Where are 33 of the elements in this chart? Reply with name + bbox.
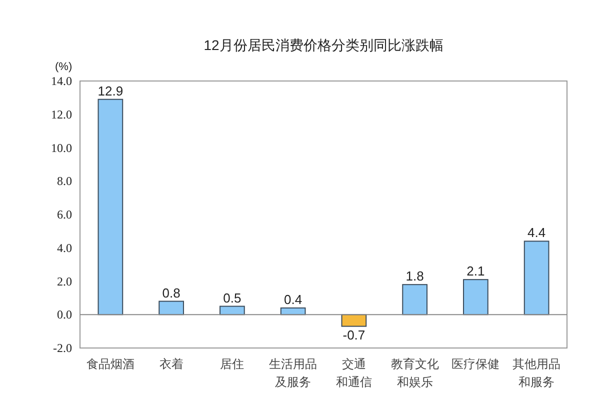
y-axis-title: (%) xyxy=(55,61,72,73)
data-label: -0.7 xyxy=(342,327,366,342)
data-label: 2.1 xyxy=(466,264,485,279)
y-tick-label: 8.0 xyxy=(57,174,72,188)
data-label: 0.5 xyxy=(223,290,242,306)
y-tick-label: 14.0 xyxy=(51,74,72,88)
x-tick-label: 医疗保健 xyxy=(452,357,500,371)
bar xyxy=(158,300,184,316)
y-tick-label: 12.0 xyxy=(51,107,72,122)
x-tick-label: 衣着 xyxy=(159,357,184,371)
y-tick-label: 10.0 xyxy=(51,140,72,155)
data-label: 12.9 xyxy=(98,83,124,98)
y-tick-label: 0.0 xyxy=(57,308,72,322)
y-tick-label: -2.0 xyxy=(53,341,72,355)
x-tick-label: 交通和通信 xyxy=(336,357,372,389)
bar xyxy=(341,314,367,327)
y-tick-label: 4.0 xyxy=(57,240,72,255)
y-tick-label: 6.0 xyxy=(57,208,72,222)
x-tick-label: 其他用品和服务 xyxy=(512,357,561,389)
y-tick-label: 2.0 xyxy=(57,274,72,288)
chart-title: 12月份居民消费价格分类别同比涨跌幅 xyxy=(204,37,444,53)
x-tick-label: 生活用品及服务 xyxy=(269,357,318,389)
data-label: 0.8 xyxy=(162,285,180,300)
x-tick-label: 食品烟酒 xyxy=(86,357,134,371)
x-tick-label: 居住 xyxy=(220,357,244,371)
x-tick-label: 教育文化和娱乐 xyxy=(390,357,439,389)
bar xyxy=(98,98,124,316)
data-label: 4.4 xyxy=(528,225,546,240)
bar xyxy=(524,240,550,316)
bar xyxy=(402,284,428,316)
data-label: 1.8 xyxy=(406,268,424,284)
bar xyxy=(463,279,488,316)
data-label: 0.4 xyxy=(284,292,302,307)
